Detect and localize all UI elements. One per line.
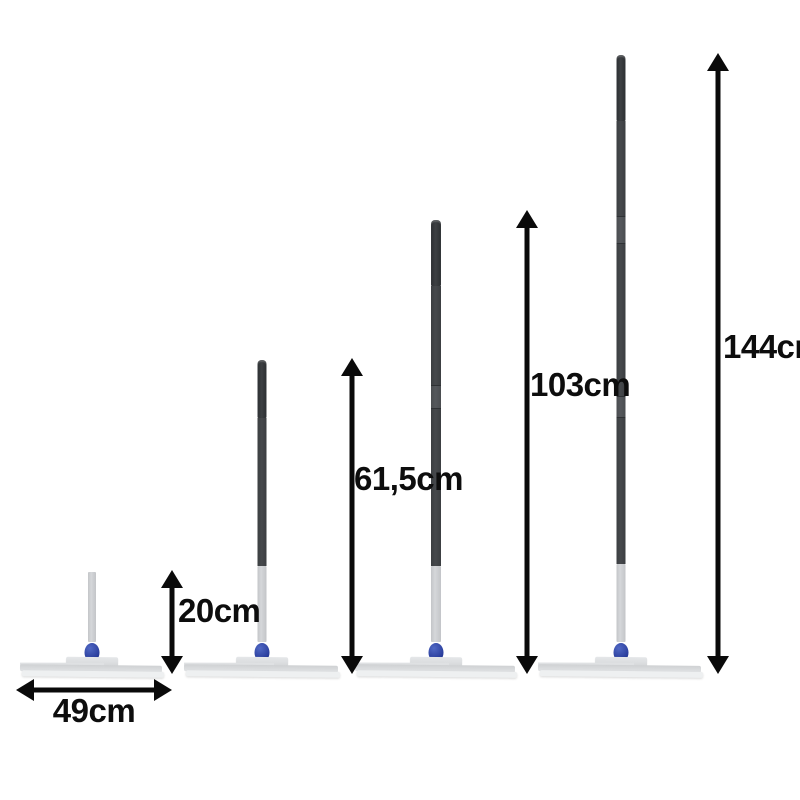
handle-lower-section	[88, 572, 96, 642]
width-label-49cm: 49cm	[52, 692, 136, 729]
width-arrow-49cm	[16, 679, 172, 701]
arrowhead-up-icon	[341, 358, 363, 376]
height-label-103cm: 103cm	[530, 366, 631, 403]
arrow-line	[169, 584, 175, 660]
arrow-line	[715, 67, 721, 660]
telescope-joint	[431, 385, 441, 410]
handle-lower-section	[431, 566, 441, 642]
squeegee-head	[537, 655, 703, 679]
handle-grip	[616, 55, 625, 121]
arrowhead-down-icon	[161, 656, 183, 674]
head-bar-lower	[21, 670, 164, 678]
arrowhead-down-icon	[516, 656, 538, 674]
handle-lower-section	[616, 563, 625, 642]
handle-grip	[431, 220, 441, 286]
handle-pole	[616, 55, 625, 642]
height-arrow-103cm	[516, 210, 538, 674]
handle-shaft	[431, 285, 441, 386]
arrowhead-left-icon	[16, 679, 34, 701]
handle-shaft	[257, 418, 267, 566]
height-label-61-5cm: 61,5cm	[354, 460, 463, 497]
handle-shaft	[616, 243, 625, 396]
handle-pole	[431, 220, 441, 642]
head-bar-lower	[356, 670, 517, 678]
handle-grip	[257, 360, 267, 418]
height-arrow-61-5cm	[341, 358, 363, 674]
handle-pole	[257, 360, 267, 642]
squeegee-head	[183, 655, 340, 679]
height-arrow-144cm	[707, 53, 729, 674]
squeegee-head	[19, 655, 164, 679]
squeegee-figure-medium	[354, 220, 517, 679]
arrow-line	[30, 687, 158, 693]
arrowhead-up-icon	[707, 53, 729, 71]
arrowhead-right-icon	[154, 679, 172, 701]
arrowhead-down-icon	[707, 656, 729, 674]
height-label-20cm: 20cm	[178, 592, 261, 629]
arrowhead-up-icon	[161, 570, 183, 588]
height-label-144cm: 144cm	[723, 328, 800, 365]
squeegee-head	[354, 655, 517, 679]
handle-lower-section	[257, 566, 267, 642]
handle-shaft	[616, 417, 625, 564]
squeegee-figure-tallest	[537, 55, 703, 679]
head-bar-lower	[185, 670, 340, 678]
head-bar-lower	[539, 670, 703, 678]
telescope-joint	[616, 395, 625, 418]
arrow-line	[524, 224, 530, 660]
handle-pole	[88, 572, 96, 642]
arrow-line	[349, 372, 355, 660]
arrowhead-down-icon	[341, 656, 363, 674]
handle-shaft	[431, 409, 441, 567]
telescope-joint	[616, 215, 625, 244]
squeegee-figure-short	[183, 360, 340, 679]
height-arrow-20cm	[161, 570, 183, 674]
handle-shaft	[616, 120, 625, 216]
squeegee-figure-smallest	[19, 572, 164, 679]
arrowhead-up-icon	[516, 210, 538, 228]
